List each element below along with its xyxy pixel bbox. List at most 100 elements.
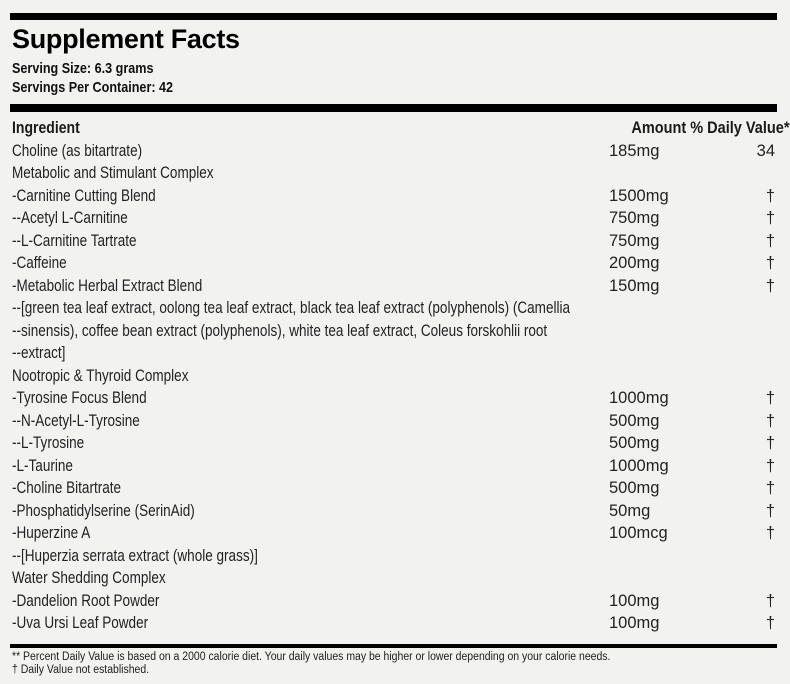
ingredient-name-text: --[Huperzia serrata extract (whole grass…: [12, 546, 258, 565]
table-row: --L-Carnitine Tartrate 750mg †: [12, 230, 775, 253]
ingredient-column-header: Ingredient: [12, 117, 609, 140]
ingredient-amount-cell: 1000mg: [609, 389, 669, 407]
ingredient-amount-cell: 185mg: [609, 141, 660, 160]
ingredient-name-text: -Dandelion Root Powder: [12, 591, 160, 610]
table-row: --[green tea leaf extract, oolong tea le…: [12, 297, 775, 320]
ingredients-table: Ingredient Amount % Daily Value** Cholin…: [10, 117, 790, 635]
table-row: --Acetyl L-Carnitine 750mg †: [12, 207, 775, 230]
table-row: --L-Tyrosine 500mg †: [12, 432, 775, 455]
ingredient-amount-cell: 500mg: [609, 434, 660, 452]
ingredient-name-text: Water Shedding Complex: [12, 569, 166, 587]
supplement-facts-label: Supplement Facts Serving Size: 6.3 grams…: [10, 0, 790, 677]
ingredient-name-cell: -Choline Bitartrate: [12, 477, 609, 500]
ingredient-name-cell: --extract]: [12, 342, 609, 365]
table-row: -Tyrosine Focus Blend 1000mg †: [12, 387, 775, 410]
ingredient-daily-value-cell: †: [765, 434, 775, 452]
ingredient-amount-cell: 100mg: [609, 614, 660, 632]
table-row: Nootropic & Thyroid Complex: [12, 365, 775, 388]
table-row: -Huperzine A 100mcg †: [12, 522, 775, 545]
ingredient-name-cell: -L-Taurine: [12, 455, 609, 478]
ingredient-name-cell: --N-Acetyl-L-Tyrosine: [12, 410, 609, 433]
ingredient-name-cell: -Carnitine Cutting Blend: [12, 185, 609, 208]
ingredient-daily-value-cell: †: [765, 524, 775, 542]
ingredient-name-text: --extract]: [12, 344, 66, 362]
table-row: Choline (as bitartrate) 185mg 34: [12, 140, 775, 163]
ingredient-name-text: -Caffeine: [12, 254, 67, 272]
ingredient-name-cell: --L-Carnitine Tartrate: [12, 230, 609, 253]
table-row: -Metabolic Herbal Extract Blend 150mg †: [12, 275, 775, 298]
ingredient-daily-value-cell: †: [765, 479, 775, 497]
ingredient-daily-value-cell: †: [765, 276, 775, 295]
serving-size-text: Serving Size: 6.3 grams: [12, 60, 154, 77]
table-row: -Dandelion Root Powder 100mg †: [12, 590, 775, 613]
ingredient-name-text: -Tyrosine Focus Blend: [12, 389, 147, 407]
table-row: --[Huperzia serrata extract (whole grass…: [12, 545, 775, 568]
ingredient-name-text: -Carnitine Cutting Blend: [12, 186, 156, 205]
ingredient-daily-value-cell: †: [765, 186, 775, 205]
percent-dv-footnote-text: ** Percent Daily Value is based on a 200…: [12, 651, 611, 663]
ingredient-name-text: --L-Tyrosine: [12, 434, 85, 452]
ingredient-daily-value-cell: †: [765, 456, 775, 475]
ingredient-name-text: --N-Acetyl-L-Tyrosine: [12, 411, 140, 430]
table-row: -Phosphatidylserine (SerinAid) 50mg †: [12, 500, 775, 523]
table-row: -Caffeine 200mg †: [12, 252, 775, 275]
ingredient-name-text: --sinensis), coffee bean extract (polyph…: [12, 321, 548, 340]
ingredient-name-text: -Choline Bitartrate: [12, 479, 122, 497]
ingredient-amount-cell: 150mg: [609, 276, 660, 295]
ingredient-amount-cell: 500mg: [609, 411, 660, 430]
ingredient-name-cell: -Phosphatidylserine (SerinAid): [12, 500, 609, 523]
ingredient-amount-cell: 500mg: [609, 479, 660, 497]
ingredient-name-text: --Acetyl L-Carnitine: [12, 209, 128, 227]
footnote-divider-bar: [10, 643, 777, 648]
serving-info: Serving Size: 6.3 grams Servings Per Con…: [10, 60, 777, 97]
ingredient-name-text: Choline (as bitartrate): [12, 141, 143, 160]
dv-not-established-footnote-text: † Daily Value not established.: [12, 664, 150, 676]
ingredient-name-text: Nootropic & Thyroid Complex: [12, 366, 189, 385]
ingredient-name-cell: --Acetyl L-Carnitine: [12, 207, 609, 230]
ingredient-daily-value-cell: †: [765, 209, 775, 227]
percent-dv-footnote: ** Percent Daily Value is based on a 200…: [12, 651, 775, 664]
ingredient-name-text: --[green tea leaf extract, oolong tea le…: [12, 299, 571, 317]
ingredient-daily-value-cell: †: [765, 501, 775, 520]
servings-per-container-text: Servings Per Container: 42: [12, 78, 174, 96]
ingredient-name-cell: Water Shedding Complex: [12, 567, 609, 590]
ingredient-name-text: -Uva Ursi Leaf Powder: [12, 614, 149, 632]
ingredient-amount-cell: 750mg: [609, 231, 660, 250]
ingredient-daily-value-cell: †: [765, 231, 775, 250]
ingredient-column-header-text: Ingredient: [12, 119, 80, 137]
ingredient-daily-value-cell: 34: [756, 141, 775, 160]
ingredient-name-cell: -Metabolic Herbal Extract Blend: [12, 275, 609, 298]
ingredient-name-text: -L-Taurine: [12, 456, 73, 475]
ingredient-amount-cell: 100mcg: [609, 524, 668, 542]
ingredient-name-cell: -Tyrosine Focus Blend: [12, 387, 609, 410]
ingredient-name-cell: --[green tea leaf extract, oolong tea le…: [12, 297, 609, 320]
ingredient-name-text: -Huperzine A: [12, 524, 91, 542]
table-row: --sinensis), coffee bean extract (polyph…: [12, 320, 775, 343]
ingredient-name-cell: Nootropic & Thyroid Complex: [12, 365, 609, 388]
ingredient-daily-value-cell: †: [765, 254, 775, 272]
table-header-row: Ingredient Amount % Daily Value**: [12, 117, 790, 140]
servings-per-container-line: Servings Per Container: 42: [12, 79, 775, 98]
table-row: -L-Taurine 1000mg †: [12, 455, 775, 478]
table-body: Choline (as bitartrate) 185mg 34 Metabol…: [12, 140, 775, 635]
ingredient-daily-value-cell: †: [765, 389, 775, 407]
ingredient-name-text: --L-Carnitine Tartrate: [12, 231, 137, 250]
header-divider-bar: [10, 104, 777, 112]
table-row: Metabolic and Stimulant Complex: [12, 162, 775, 185]
ingredient-name-text: Metabolic and Stimulant Complex: [12, 164, 214, 182]
top-divider-bar: [10, 13, 777, 20]
dv-not-established-footnote: † Daily Value not established.: [12, 664, 775, 677]
ingredient-amount-cell: 1000mg: [609, 456, 669, 475]
ingredient-daily-value-cell: †: [765, 411, 775, 430]
table-row: Water Shedding Complex: [12, 567, 775, 590]
ingredient-amount-cell: 750mg: [609, 209, 660, 227]
ingredient-name-cell: -Uva Ursi Leaf Powder: [12, 612, 609, 635]
table-row: -Choline Bitartrate 500mg †: [12, 477, 775, 500]
ingredient-daily-value-cell: †: [765, 614, 775, 632]
table-row: --N-Acetyl-L-Tyrosine 500mg †: [12, 410, 775, 433]
ingredient-amount-cell: 100mg: [609, 591, 660, 610]
ingredient-name-cell: Choline (as bitartrate): [12, 140, 609, 163]
serving-size-line: Serving Size: 6.3 grams: [12, 60, 775, 79]
ingredient-name-cell: -Caffeine: [12, 252, 609, 275]
ingredient-name-text: -Phosphatidylserine (SerinAid): [12, 501, 195, 520]
